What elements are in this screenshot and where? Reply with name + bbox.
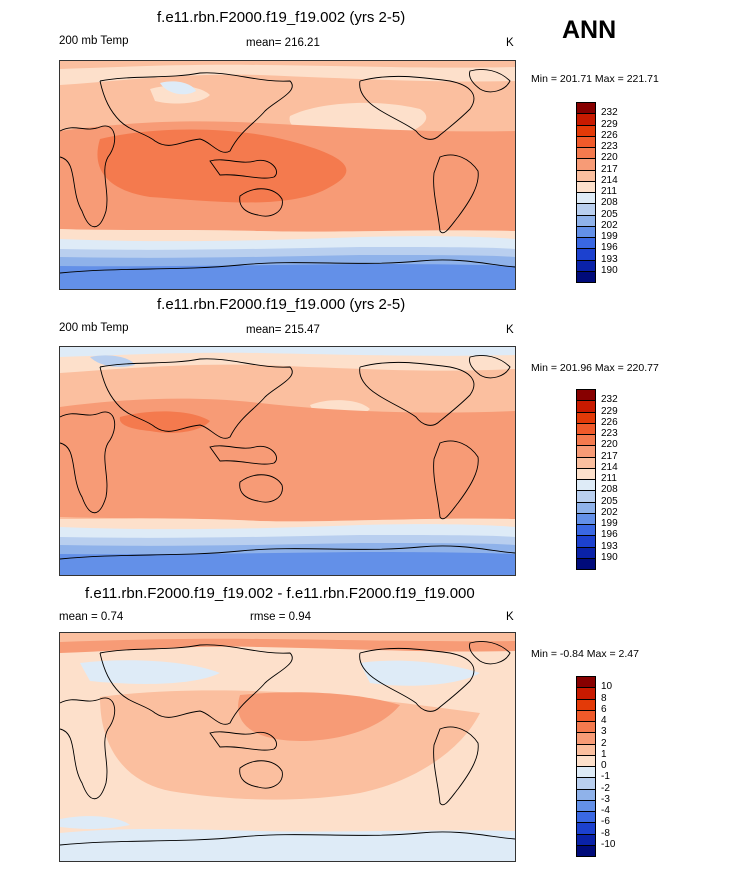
colorbar-label: 1 <box>601 748 607 760</box>
colorbar-box <box>576 270 596 283</box>
panel-1-minmax: Min = 201.71 Max = 221.71 <box>531 73 659 85</box>
panel-2-units-label: K <box>506 324 514 336</box>
colorbar-label: 205 <box>601 495 618 507</box>
colorbar-label: 217 <box>601 450 618 462</box>
colorbar-label: 199 <box>601 231 618 242</box>
colorbar-label: 223 <box>601 428 618 439</box>
colorbar-label: 4 <box>601 715 607 726</box>
colorbar-label: 220 <box>601 152 618 164</box>
colorbar-label: 214 <box>601 461 618 473</box>
panel-1-mean-label: mean= 216.21 <box>246 37 320 49</box>
panel-3-units-label: K <box>506 611 514 623</box>
colorbar-label: 193 <box>601 253 618 265</box>
panel-2-mean-label: mean= 215.47 <box>246 324 320 336</box>
panel-2-colorbar-boxes <box>576 389 596 570</box>
colorbar-label: -3 <box>601 793 610 805</box>
colorbar-label: 229 <box>601 118 618 130</box>
panel-2-title: f.e11.rbn.F2000.f19_f19.000 (yrs 2-5) <box>157 296 406 313</box>
colorbar-label: -4 <box>601 805 610 816</box>
colorbar-label: 193 <box>601 540 618 552</box>
colorbar-label: 223 <box>601 141 618 152</box>
panel-3-minmax: Min = -0.84 Max = 2.47 <box>531 648 639 660</box>
colorbar-box <box>576 844 596 857</box>
colorbar-label: 3 <box>601 726 607 738</box>
colorbar-label: 202 <box>601 219 618 231</box>
colorbar-box <box>576 557 596 570</box>
panel-3-rmse-label: rmse = 0.94 <box>250 611 312 623</box>
panel-2-variable-label: 200 mb Temp <box>59 322 129 334</box>
colorbar-label: 220 <box>601 439 618 451</box>
colorbar-label: 208 <box>601 197 618 209</box>
colorbar-label: 2 <box>601 737 607 749</box>
colorbar-label: -10 <box>601 838 616 850</box>
colorbar-label: 190 <box>601 551 618 563</box>
colorbar-label: 214 <box>601 174 618 186</box>
panel-3-mean-label: mean = 0.74 <box>59 611 124 623</box>
colorbar-label: 190 <box>601 264 618 276</box>
colorbar-label: 229 <box>601 405 618 417</box>
panel-1-map <box>59 60 516 290</box>
panel-3-map <box>59 632 516 862</box>
colorbar-label: 232 <box>601 107 618 119</box>
colorbar-label: 6 <box>601 703 607 715</box>
colorbar-label: 211 <box>601 186 617 197</box>
panel-3-colorbar-boxes <box>576 676 596 857</box>
colorbar-label: 196 <box>601 242 618 254</box>
panel-1-units-label: K <box>506 37 514 49</box>
panel-3-title: f.e11.rbn.F2000.f19_f19.002 - f.e11.rbn.… <box>85 585 475 602</box>
colorbar-label: 8 <box>601 692 607 704</box>
colorbar-label: 211 <box>601 473 617 484</box>
colorbar-label: -2 <box>601 782 610 794</box>
colorbar-label: 232 <box>601 394 618 406</box>
colorbar-label: 208 <box>601 484 618 496</box>
colorbar-label: 199 <box>601 518 618 529</box>
panel-1-title: f.e11.rbn.F2000.f19_f19.002 (yrs 2-5) <box>157 9 406 26</box>
colorbar-label: 226 <box>601 416 618 428</box>
season-label: ANN <box>562 16 617 44</box>
colorbar-label: 196 <box>601 529 618 541</box>
colorbar-label: 202 <box>601 506 618 518</box>
panel-1-variable-label: 200 mb Temp <box>59 35 129 47</box>
colorbar-label: 205 <box>601 208 618 220</box>
colorbar-label: -6 <box>601 816 610 828</box>
colorbar-label: 217 <box>601 163 618 175</box>
panel-2-map <box>59 346 516 576</box>
panel-2-minmax: Min = 201.96 Max = 220.77 <box>531 362 659 374</box>
panel-1-colorbar-boxes <box>576 102 596 283</box>
colorbar-label: -8 <box>601 827 610 839</box>
colorbar-label: 0 <box>601 760 607 771</box>
colorbar-label: 10 <box>601 681 613 693</box>
colorbar-label: -1 <box>601 771 610 783</box>
colorbar-label: 226 <box>601 129 618 141</box>
